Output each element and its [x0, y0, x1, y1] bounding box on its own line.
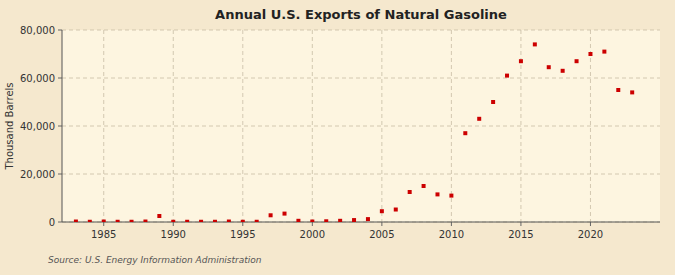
x-tick-label: 2015 [508, 229, 533, 240]
x-tick-label: 2010 [439, 229, 464, 240]
point [324, 219, 328, 222]
x-tick [242, 222, 243, 226]
y-grid-line [62, 126, 660, 127]
point [171, 220, 175, 222]
x-grid-line [242, 30, 243, 222]
point [630, 90, 634, 94]
background [0, 0, 675, 275]
point [575, 59, 579, 63]
x-tick [590, 222, 591, 226]
x-tick-label: 2005 [369, 229, 394, 240]
y-tick-label: 80,000 [20, 25, 55, 36]
x-grid-line [381, 30, 382, 222]
y-tick [58, 30, 62, 31]
y-grid-line [62, 78, 660, 79]
point [283, 212, 287, 216]
point [380, 209, 384, 213]
point [394, 208, 398, 212]
point [102, 220, 106, 222]
point [227, 220, 231, 222]
point [533, 42, 537, 46]
point [616, 88, 620, 92]
x-grid-line [312, 30, 313, 222]
x-grid-line [103, 30, 104, 222]
title: Annual U.S. Exports of Natural Gasoline [215, 7, 507, 22]
point [157, 214, 161, 218]
point [588, 52, 592, 56]
x-tick [173, 222, 174, 226]
point [561, 69, 565, 73]
point [130, 220, 134, 222]
point [338, 219, 342, 222]
point [269, 213, 273, 217]
point [408, 190, 412, 194]
point [477, 117, 481, 121]
x-grid-line [173, 30, 174, 222]
y-tick-label: 0 [49, 217, 55, 228]
x-tick-label: 1995 [230, 229, 255, 240]
y-tick-label: 60,000 [20, 73, 55, 84]
point [185, 220, 189, 222]
chart: 0 20,000 40,000 60,000 80,000 1985 1990 1995 200… [0, 0, 675, 275]
point [602, 50, 606, 54]
x-tick-label: 2000 [300, 229, 325, 240]
y-tick [58, 174, 62, 175]
point [491, 100, 495, 104]
y-grid-line [62, 222, 660, 223]
source-note: Source: U.S. Energy Information Administ… [48, 255, 262, 265]
point [505, 74, 509, 78]
point [449, 194, 453, 198]
x-grid-line [520, 30, 521, 222]
y-axis-line [62, 30, 63, 222]
point [422, 184, 426, 188]
point [241, 220, 245, 222]
point [199, 220, 203, 222]
point [255, 220, 259, 222]
point [74, 220, 78, 222]
point [547, 65, 551, 69]
x-tick [381, 222, 382, 226]
point [435, 192, 439, 196]
x-grid-line [451, 30, 452, 222]
point [88, 220, 92, 222]
y-tick [58, 126, 62, 127]
y-grid-line [62, 174, 660, 175]
x-tick-label: 1990 [161, 229, 186, 240]
point [366, 217, 370, 221]
x-tick [103, 222, 104, 226]
grid [62, 30, 660, 222]
point [213, 220, 217, 222]
point [116, 220, 120, 222]
y-tick [58, 78, 62, 79]
point [296, 219, 300, 222]
y-axis-label: Thousand Barrels [4, 82, 15, 170]
y-grid-line [62, 30, 660, 31]
x-tick [312, 222, 313, 226]
points [74, 42, 634, 222]
chart-container: 0 20,000 40,000 60,000 80,000 1985 1990 1995 200… [0, 0, 675, 275]
x-tick-label: 2020 [578, 229, 603, 240]
axes: 0 20,000 40,000 60,000 80,000 1985 1990 1995 200… [20, 25, 660, 241]
x-grid-line [590, 30, 591, 222]
point [310, 220, 314, 222]
y-tick-label: 20,000 [20, 169, 55, 180]
point [463, 131, 467, 135]
x-axis-line [62, 222, 660, 223]
x-tick-label: 1985 [91, 229, 116, 240]
y-tick [58, 222, 62, 223]
point [143, 220, 147, 222]
y-tick-label: 40,000 [20, 121, 55, 132]
point [519, 59, 523, 63]
point [352, 218, 356, 222]
x-tick [520, 222, 521, 226]
x-tick [451, 222, 452, 226]
plot-area [62, 30, 660, 222]
